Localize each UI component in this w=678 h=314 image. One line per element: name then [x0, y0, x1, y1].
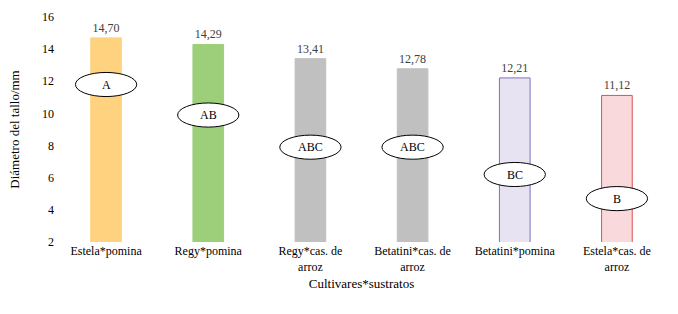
svg-text:Estela*cas. dearroz: Estela*cas. dearroz	[583, 244, 651, 274]
svg-text:Regy*pomina: Regy*pomina	[175, 244, 243, 258]
svg-text:4: 4	[48, 203, 54, 217]
svg-text:2: 2	[48, 235, 54, 249]
svg-text:12,78: 12,78	[399, 52, 426, 66]
svg-text:13,41: 13,41	[297, 42, 324, 56]
svg-text:8: 8	[48, 139, 54, 153]
svg-text:Estela*pomina: Estela*pomina	[70, 244, 142, 258]
svg-text:Betatini*cas. dearroz: Betatini*cas. dearroz	[374, 244, 451, 274]
svg-text:Regy*cas. dearroz: Regy*cas. dearroz	[278, 244, 342, 274]
svg-text:14: 14	[42, 42, 54, 56]
svg-text:BC: BC	[507, 168, 523, 182]
svg-text:A: A	[102, 78, 111, 92]
svg-text:Betatini*pomina: Betatini*pomina	[475, 244, 556, 258]
svg-text:14,29: 14,29	[195, 27, 222, 41]
svg-text:11,12: 11,12	[604, 78, 631, 92]
svg-text:12: 12	[42, 74, 54, 88]
svg-text:6: 6	[48, 171, 54, 185]
svg-text:AB: AB	[200, 108, 217, 122]
svg-text:B: B	[613, 192, 621, 206]
svg-text:ABC: ABC	[298, 140, 323, 154]
svg-text:Cultivares*sustratos: Cultivares*sustratos	[309, 276, 414, 291]
svg-text:ABC: ABC	[400, 140, 425, 154]
svg-text:12,21: 12,21	[501, 61, 528, 75]
svg-text:14,70: 14,70	[93, 21, 120, 35]
svg-text:10: 10	[42, 107, 54, 121]
svg-text:16: 16	[42, 10, 54, 24]
svg-text:Diámetro del tallo/mm: Diámetro del tallo/mm	[7, 70, 22, 188]
